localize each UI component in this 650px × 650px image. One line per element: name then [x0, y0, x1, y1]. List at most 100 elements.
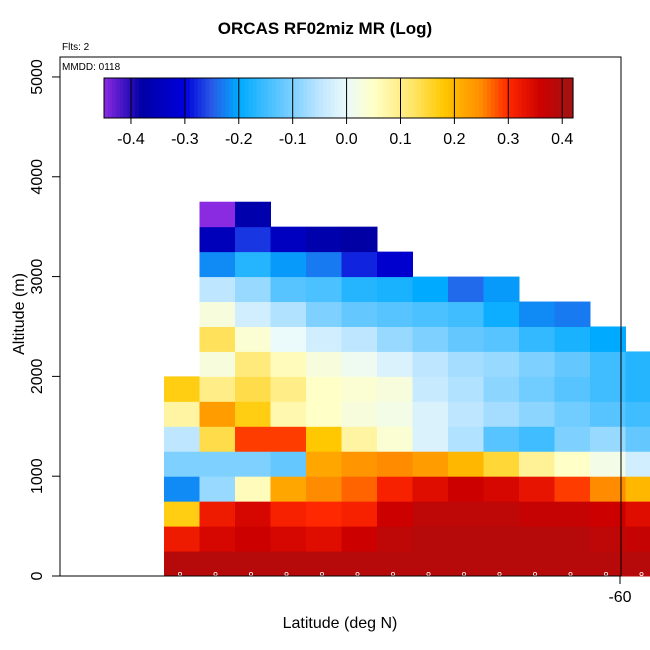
- heatmap-cell: [448, 401, 484, 427]
- colorbar-segment: [487, 78, 492, 118]
- colorbar-segment: [401, 78, 406, 118]
- heatmap-cell: [554, 526, 591, 552]
- heatmap-cell: [412, 276, 449, 303]
- heatmap-cell: [448, 301, 484, 327]
- colorbar-segment: [569, 78, 574, 118]
- colorbar-tick-label: -0.1: [279, 131, 307, 148]
- colorbar-segment: [229, 78, 234, 118]
- colorbar-segment: [440, 78, 445, 118]
- colorbar-segment: [186, 78, 191, 118]
- colorbar-segment: [127, 78, 132, 118]
- colorbar-segment: [146, 78, 152, 118]
- colorbar-segment: [412, 78, 418, 118]
- colorbar-segment: [361, 78, 367, 118]
- colorbar-segment: [561, 78, 566, 118]
- y-tick-label: 3000: [29, 259, 46, 295]
- heatmap-cell: [306, 376, 342, 402]
- heatmap-cell: [554, 451, 591, 477]
- heatmap-cell: [235, 326, 271, 352]
- colorbar-segment: [260, 78, 265, 118]
- colorbar-segment: [174, 78, 179, 118]
- flights-label: Flts: 2: [62, 42, 90, 53]
- colorbar-segment: [381, 78, 386, 118]
- heatmap-cell: [554, 551, 591, 577]
- colorbar-segment: [408, 78, 414, 118]
- heatmap-cell: [412, 476, 449, 502]
- colorbar-segment: [275, 78, 281, 118]
- colorbar-segment: [533, 78, 539, 118]
- heatmap-cell: [164, 526, 200, 552]
- heatmap-cell: [377, 551, 413, 577]
- colorbar-segment: [311, 78, 316, 118]
- heatmap-cell: [270, 501, 307, 527]
- colorbar-tick-label: -0.2: [225, 131, 253, 148]
- colorbar-segment: [232, 78, 238, 118]
- colorbar-segment: [358, 78, 363, 118]
- colorbar-segment: [291, 78, 297, 118]
- heatmap-cell: [199, 451, 236, 477]
- colorbar-segment: [252, 78, 258, 118]
- heatmap-cell: [270, 401, 307, 427]
- colorbar-segment: [444, 78, 449, 118]
- heatmap-cell: [306, 526, 342, 552]
- heatmap-cell: [306, 551, 342, 577]
- colorbar-segment: [205, 78, 211, 118]
- colorbar-segment: [510, 78, 515, 118]
- colorbar-segment: [295, 78, 301, 118]
- colorbar-segment: [318, 78, 324, 118]
- colorbar-segment: [221, 78, 226, 118]
- heatmap-cell: [412, 351, 449, 377]
- colorbar-segment: [131, 78, 136, 118]
- heatmap-cell: [412, 551, 449, 577]
- heatmap-cell: [164, 501, 200, 527]
- heatmap-cell: [625, 501, 650, 527]
- heatmap-cell: [341, 351, 378, 377]
- heatmap-cell: [519, 451, 555, 477]
- heatmap-cell: [519, 501, 555, 527]
- colorbar-segment: [514, 78, 519, 118]
- heatmap-cell: [625, 376, 650, 402]
- heatmap-cell: [590, 526, 626, 552]
- colorbar-segment: [549, 78, 555, 118]
- heatmap-cell: [625, 526, 650, 552]
- heatmap-cell: [554, 326, 591, 352]
- heatmap-cell: [341, 251, 378, 278]
- colorbar-segment: [256, 78, 261, 118]
- colorbar-segment: [553, 78, 558, 118]
- heatmap-cell: [483, 551, 520, 577]
- heatmap-cell: [199, 476, 236, 502]
- colorbar-segment: [541, 78, 547, 118]
- heatmap-cell: [341, 376, 378, 402]
- heatmap-cell: [235, 351, 271, 377]
- heatmap-cell: [306, 301, 342, 327]
- colorbar-segment: [397, 78, 402, 118]
- colorbar-segment: [244, 78, 250, 118]
- colorbar-frame: [103, 77, 574, 119]
- heatmap-cell: [306, 351, 342, 377]
- heatmap-cell: [270, 476, 307, 502]
- colorbar-tick-label: 0.3: [497, 131, 519, 148]
- colorbar-segment: [303, 78, 308, 118]
- heatmap-cell: [519, 426, 555, 452]
- heatmap-cell: [164, 551, 200, 577]
- colorbar-segment: [225, 78, 230, 118]
- colorbar-segment: [471, 78, 476, 118]
- colorbar-segment: [197, 78, 203, 118]
- heatmap-cell: [412, 526, 449, 552]
- heatmap-cell: [412, 326, 449, 352]
- heatmap-cell: [235, 426, 271, 452]
- colorbar-segment: [498, 78, 504, 118]
- heatmap-cell: [590, 551, 626, 577]
- heatmap-cell: [554, 376, 591, 402]
- colorbar-segment: [307, 78, 312, 118]
- y-tick-label: 0: [29, 571, 46, 580]
- heatmap-cell: [235, 376, 271, 402]
- colorbar-segment: [338, 78, 344, 118]
- heatmap-cell: [483, 451, 520, 477]
- colorbar-segment: [135, 78, 140, 118]
- heatmap-cell: [483, 351, 520, 377]
- colorbar-tick-label: 0.0: [335, 131, 357, 148]
- heatmap-cell: [235, 201, 271, 228]
- colorbar-segment: [455, 78, 461, 118]
- colorbar-segment: [537, 78, 543, 118]
